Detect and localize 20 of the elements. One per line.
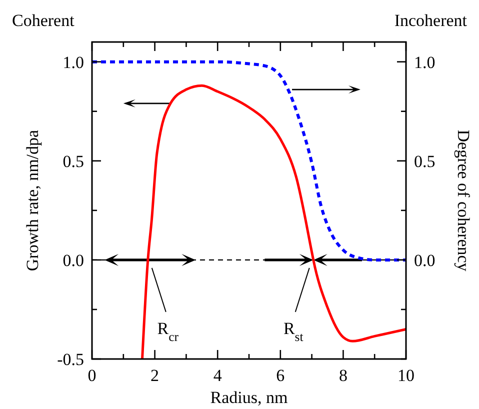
text: Coherent [12,11,75,30]
y-tick-label: 1.0 [62,52,84,72]
x-tick-label: 10 [398,366,414,385]
y2-tick-label: 0.0 [414,250,436,270]
y-tick-label: -0.5 [57,350,84,369]
x-tick-label: 8 [338,366,348,385]
y-axis-title: Growth rate, nm/dpa [23,129,42,272]
text: Incoherent [394,11,468,30]
y-tick-label: 0.0 [62,250,84,270]
y-tick-label: 0.5 [62,152,84,171]
y2-tick-label: 0.5 [414,152,436,171]
x-axis-title: Radius, nm [210,388,288,407]
y2-axis-title: Degree of coherency [454,130,473,272]
y2-tick-label: 1.0 [414,52,436,72]
x-tick-label: 6 [276,366,285,385]
annotation: R$_{st}$ [283,318,304,344]
x-tick-label: 4 [213,366,222,385]
x-tick-label: 2 [150,366,160,385]
annotation: R$_{cr}$ [157,318,180,344]
x-tick-label: 0 [88,366,96,385]
